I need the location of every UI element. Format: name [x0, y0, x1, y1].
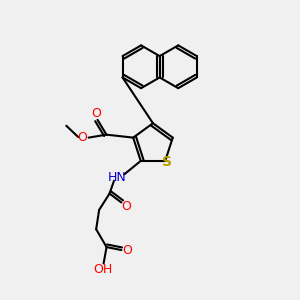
Text: O: O [77, 130, 87, 143]
Text: OH: OH [93, 263, 112, 276]
Text: O: O [121, 200, 131, 213]
Text: S: S [162, 155, 172, 170]
Text: O: O [122, 244, 132, 257]
Text: O: O [91, 107, 101, 120]
Text: HN: HN [108, 171, 126, 184]
